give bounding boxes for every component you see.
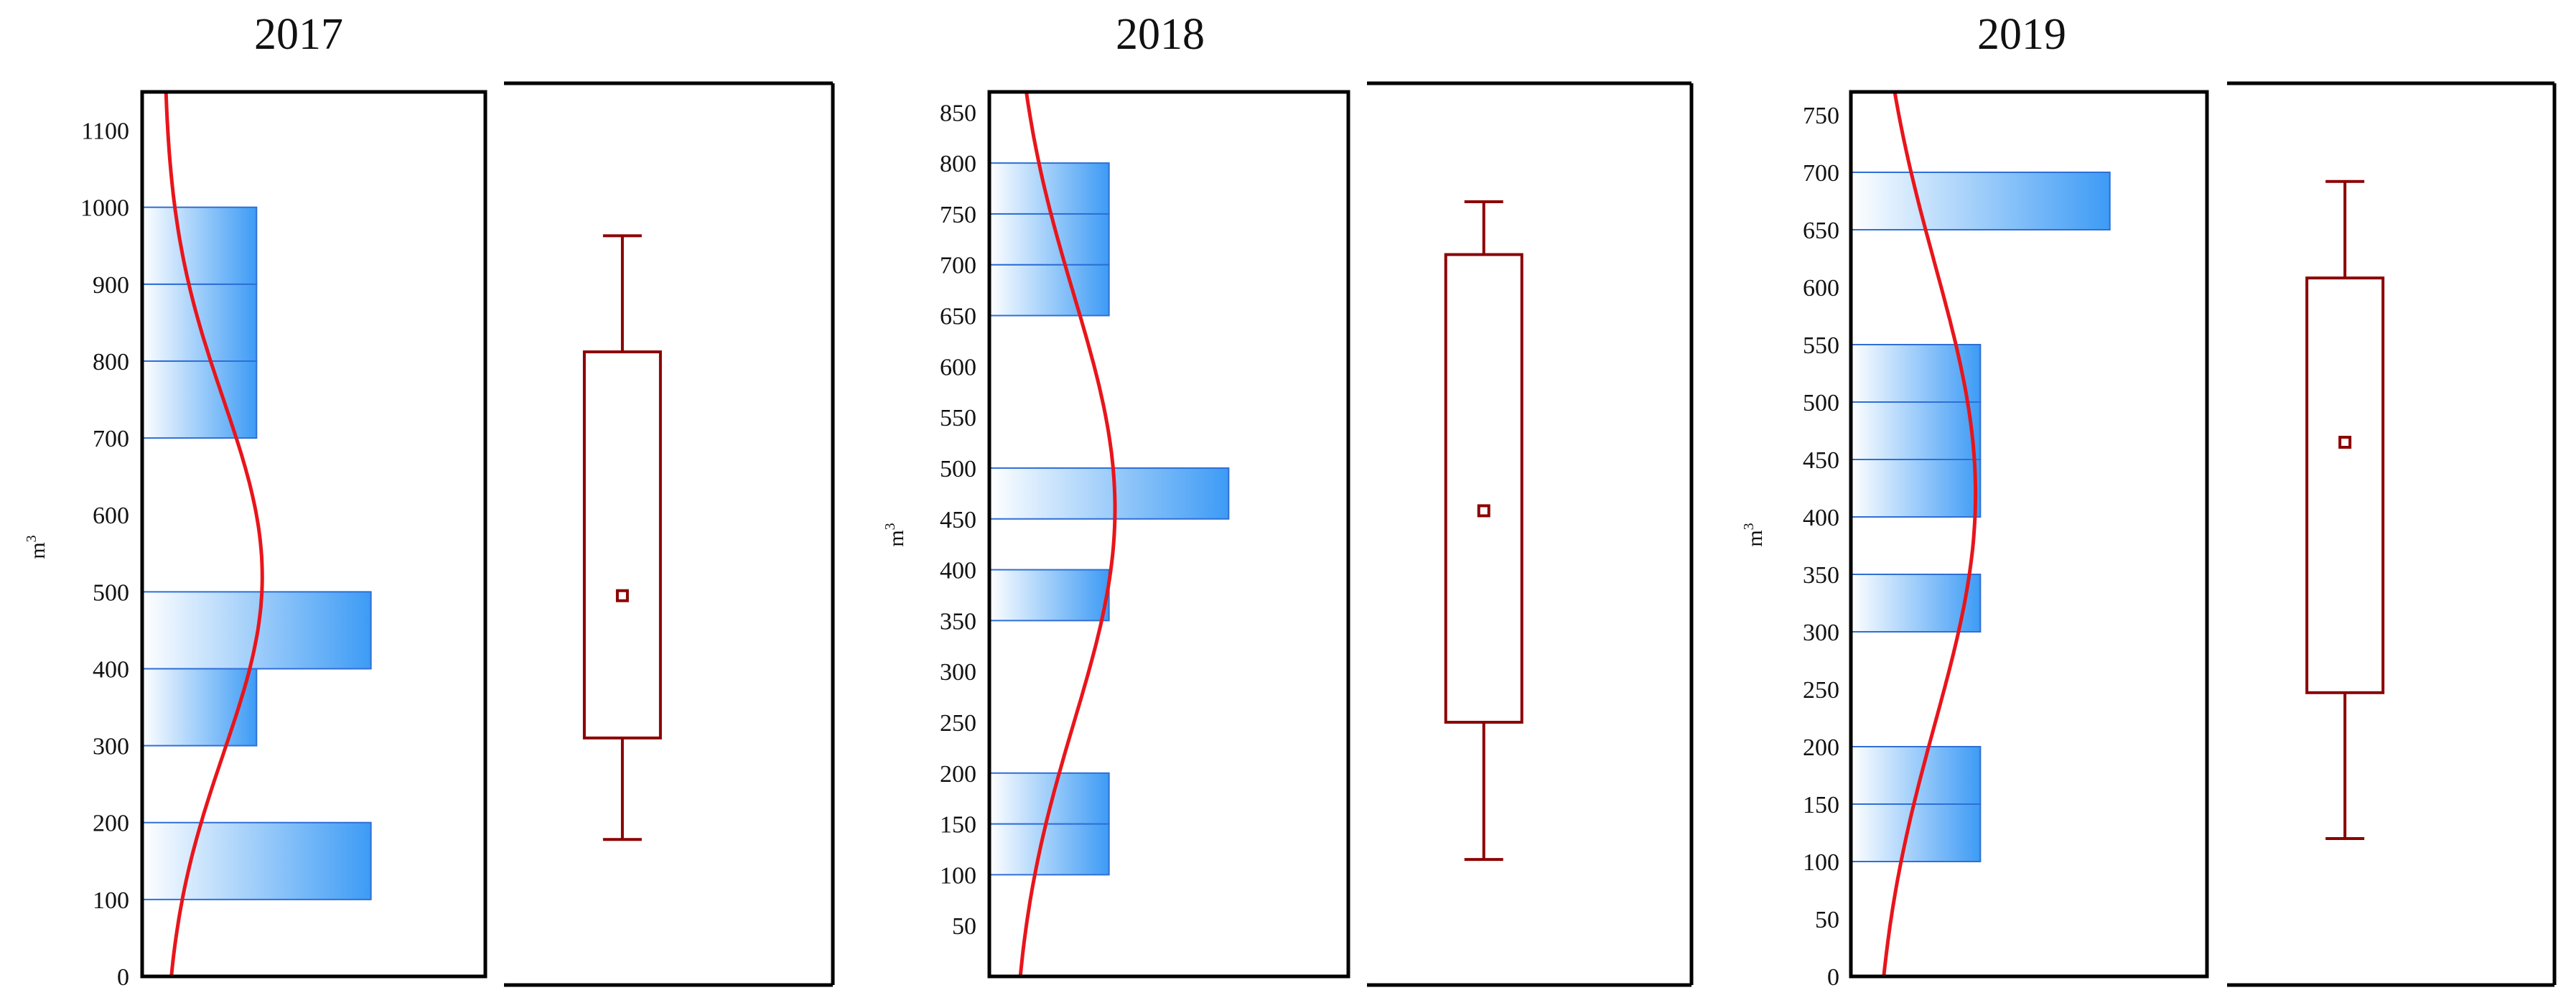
y-tick-label: 1100 bbox=[81, 118, 129, 145]
histogram-bar bbox=[989, 213, 1110, 266]
panel-title-2018: 2018 bbox=[1116, 10, 1205, 59]
y-tick-label: 800 bbox=[940, 151, 976, 177]
y-tick-label: 550 bbox=[1803, 332, 1839, 359]
histogram-bar bbox=[989, 263, 1110, 317]
y-axis-unit-2017: m bbox=[26, 542, 50, 559]
histogram-frame bbox=[1849, 90, 2209, 979]
panel-2017: 2017 m3 0 100 200 300 400 500 600 700 800 900 1000… bbox=[24, 10, 835, 991]
histogram-plot-2019: 0 50 100 150 200 250 300 350 400 450 500 550 600 650 7… bbox=[1803, 90, 2209, 991]
y-axis-label-2018: m3 bbox=[882, 523, 908, 546]
y-tick-label: 700 bbox=[940, 253, 976, 279]
y-tick-label: 150 bbox=[1803, 792, 1839, 818]
y-tick-label: 300 bbox=[93, 734, 129, 760]
y-tick-label: 100 bbox=[93, 887, 129, 914]
panel-title-2017: 2017 bbox=[254, 10, 343, 59]
interquartile-box bbox=[2305, 276, 2385, 694]
histogram-bar bbox=[989, 569, 1110, 622]
y-tick-label: 600 bbox=[93, 503, 129, 529]
y-tick-label: 450 bbox=[1803, 447, 1839, 474]
histogram-bar bbox=[989, 823, 1110, 876]
y-tick-label: 200 bbox=[93, 811, 129, 837]
mean-marker bbox=[1477, 504, 1490, 518]
y-tick-label: 650 bbox=[940, 304, 976, 330]
y-tick-label: 200 bbox=[1803, 734, 1839, 761]
interquartile-box bbox=[582, 350, 662, 739]
y-tick-label: 800 bbox=[93, 349, 129, 375]
y-tick-label: 550 bbox=[940, 405, 976, 431]
histogram-frame bbox=[987, 90, 1350, 979]
y-tick-label: 300 bbox=[1803, 620, 1839, 646]
y-tick-label: 900 bbox=[93, 272, 129, 299]
y-tick-label: 500 bbox=[93, 579, 129, 606]
y-axis-unit-superscript-2019: 3 bbox=[1741, 523, 1757, 530]
y-tick-label: 100 bbox=[1803, 849, 1839, 876]
y-tick-label: 500 bbox=[1803, 390, 1839, 416]
y-axis-unit-superscript-2017: 3 bbox=[24, 535, 39, 542]
mean-marker bbox=[2338, 436, 2352, 449]
panel-2018: 2018 m3 50 100 150 200 250 300 350 400 450 500 550… bbox=[882, 10, 1694, 987]
box-plot-2018 bbox=[1367, 81, 1694, 987]
histogram-bar bbox=[1850, 401, 1982, 460]
histogram-bar bbox=[1850, 803, 1982, 862]
histogram-bar bbox=[1850, 172, 2111, 230]
histogram-plot-2017: 0 100 200 300 400 500 600 700 800 900 1000 1100 bbox=[80, 90, 487, 991]
y-tick-label: 700 bbox=[1803, 160, 1839, 187]
histogram-bar bbox=[141, 360, 258, 439]
y-tick-label: 1000 bbox=[80, 195, 129, 222]
y-axis-unit-superscript-2018: 3 bbox=[882, 523, 898, 530]
y-tick-label: 300 bbox=[940, 659, 976, 686]
box-plot-2019 bbox=[2227, 81, 2557, 987]
normal-distribution-curve bbox=[1882, 91, 1978, 977]
y-tick-label: 400 bbox=[940, 558, 976, 584]
histogram-plot-2018: 50 100 150 200 250 300 350 400 450 500 550 600 650 70… bbox=[940, 90, 1350, 979]
y-tick-label: 150 bbox=[940, 812, 976, 839]
y-tick-label: 350 bbox=[940, 608, 976, 635]
y-tick-label: 0 bbox=[117, 964, 129, 991]
y-tick-label: 200 bbox=[940, 761, 976, 788]
y-tick-label: 50 bbox=[1815, 907, 1839, 933]
histogram-bar bbox=[141, 206, 258, 285]
histogram-bar bbox=[1850, 574, 1982, 633]
panel-2019: 2019 m3 0 50 100 150 200 250 300 350 400 450 500 55… bbox=[1741, 10, 2557, 991]
y-tick-label: 50 bbox=[952, 913, 976, 940]
y-tick-label: 750 bbox=[1803, 103, 1839, 129]
y-tick-label: 250 bbox=[940, 710, 976, 737]
y-tick-label: 750 bbox=[940, 202, 976, 228]
y-tick-label: 600 bbox=[940, 354, 976, 381]
histogram-bar bbox=[1850, 459, 1982, 518]
y-tick-label: 700 bbox=[93, 426, 129, 452]
y-tick-label: 850 bbox=[940, 100, 976, 126]
histogram-frame bbox=[140, 90, 487, 979]
y-tick-label: 500 bbox=[940, 456, 976, 482]
y-axis-unit-2019: m bbox=[1743, 530, 1767, 546]
y-tick-label: 350 bbox=[1803, 562, 1839, 589]
histogram-bar bbox=[989, 467, 1230, 520]
y-tick-label: 450 bbox=[940, 507, 976, 533]
panel-title-2019: 2019 bbox=[1977, 10, 2066, 59]
y-tick-label: 0 bbox=[1827, 964, 1839, 991]
y-tick-label: 400 bbox=[93, 656, 129, 683]
interquartile-box bbox=[1444, 253, 1523, 724]
normal-distribution-curve bbox=[164, 91, 264, 977]
y-tick-label: 100 bbox=[940, 862, 976, 889]
y-tick-label: 650 bbox=[1803, 218, 1839, 244]
normal-distribution-curve bbox=[1018, 91, 1117, 977]
y-axis-unit-2018: m bbox=[885, 530, 908, 546]
mean-marker bbox=[615, 589, 629, 602]
y-axis-label-2019: m3 bbox=[1741, 523, 1767, 546]
y-tick-label: 600 bbox=[1803, 275, 1839, 302]
y-tick-label: 400 bbox=[1803, 505, 1839, 531]
y-tick-label: 250 bbox=[1803, 677, 1839, 704]
box-plot-2017 bbox=[504, 81, 835, 987]
histogram-bar bbox=[141, 821, 372, 900]
y-axis-label-2017: m3 bbox=[24, 535, 50, 559]
